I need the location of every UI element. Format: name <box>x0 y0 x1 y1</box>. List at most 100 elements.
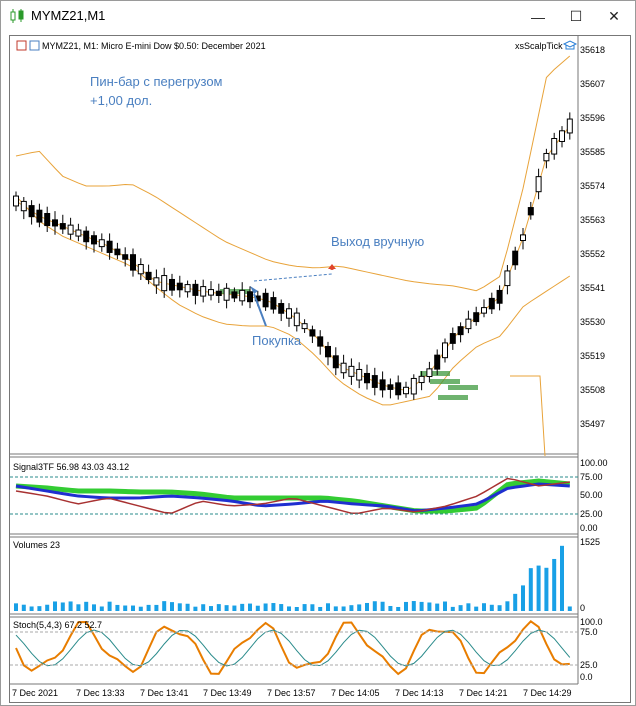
signal3tf-lines <box>15 477 571 514</box>
title-bar[interactable]: MYMZ21,M1 — ☐ ✕ <box>1 1 635 32</box>
buy-arrow-head <box>250 286 258 294</box>
volume-bar <box>185 603 190 611</box>
candle-body <box>223 287 230 301</box>
volume-bar <box>201 604 206 611</box>
time-tick: 7 Dec 2021 <box>12 688 59 698</box>
volume-axis-tick: 1525 <box>580 537 601 547</box>
signal-axis-tick: 100.00 <box>580 458 608 468</box>
chart-area[interactable]: MYMZ21, M1: Micro E-mini Dow $0.50: Dece… <box>9 35 631 703</box>
buy-arrow-icon <box>253 293 267 327</box>
candle-body <box>200 286 207 297</box>
candle-body <box>418 375 425 384</box>
volume-bar <box>263 603 268 611</box>
graduation-cap-icon <box>562 40 578 50</box>
volume-bar <box>310 604 315 611</box>
volume-bar <box>419 601 424 611</box>
stoch-axis-tick: 75.0 <box>580 627 598 637</box>
lower-band-tail <box>510 375 546 457</box>
volume-bar <box>380 601 385 611</box>
chart-props-icon <box>29 40 40 51</box>
volume-bar <box>216 604 221 611</box>
candle-body <box>551 138 558 155</box>
candle-body <box>449 333 456 344</box>
volume-bar <box>240 603 245 611</box>
candle-body <box>67 224 74 235</box>
candle-body <box>473 312 480 323</box>
volume-panel-label: Volumes 23 <box>13 540 61 550</box>
candle-body <box>379 379 386 391</box>
volume-bar <box>365 602 369 611</box>
volume-bar <box>404 601 408 611</box>
volume-bar <box>123 605 128 611</box>
volume-bar <box>170 602 174 611</box>
volume-bar <box>443 601 447 611</box>
candle-body <box>340 362 347 374</box>
signal-axis-tick: 75.00 <box>580 472 603 482</box>
volume-bar <box>560 545 564 611</box>
minimize-button[interactable]: — <box>519 1 557 32</box>
signal-panel-label: Signal3TF 56.98 43.03 43.12 <box>13 462 130 472</box>
candle-body <box>161 275 168 292</box>
maximize-button[interactable]: ☐ <box>557 1 595 32</box>
candle-body <box>106 240 113 253</box>
annotation-exit: Выход вручную <box>331 234 425 249</box>
volume-bar <box>84 601 89 611</box>
signal-zone <box>420 371 450 376</box>
candle-body <box>309 329 316 337</box>
stoch-panel-label: Stoch(5,4,3) 67.2 52.7 <box>13 620 103 630</box>
time-tick: 7 Dec 13:41 <box>140 688 189 698</box>
volume-bar <box>489 604 494 611</box>
volume-bar <box>21 604 26 611</box>
indicator-name: xsScalpTick <box>515 41 563 51</box>
volume-bar <box>505 601 510 611</box>
candle-body <box>465 318 472 330</box>
candle-body <box>169 278 175 291</box>
volume-bar <box>294 606 299 611</box>
candle-body <box>122 254 129 260</box>
stoch-axis-tick: 100.0 <box>580 617 603 627</box>
candle-body <box>387 384 394 390</box>
candle-body <box>488 297 495 310</box>
price-tick: 35541 <box>580 283 606 293</box>
volume-bar <box>99 606 104 611</box>
stoch-axis-tick: 0.0 <box>580 672 593 682</box>
candle-body <box>457 326 464 336</box>
volume-bar <box>287 606 291 611</box>
volume-bar <box>466 603 471 611</box>
candle-body <box>270 297 277 310</box>
volume-bar <box>458 605 463 611</box>
candle-body <box>231 291 238 299</box>
volume-bar <box>224 605 229 611</box>
volume-bar <box>53 601 57 611</box>
candle-body <box>239 289 246 302</box>
volume-bar <box>146 604 151 611</box>
candle-body <box>356 368 363 381</box>
volume-bar <box>326 603 330 611</box>
annotation-buy: Покупка <box>252 333 302 348</box>
price-tick: 35563 <box>580 215 606 225</box>
candle-body <box>20 200 27 212</box>
volume-bar <box>528 568 533 611</box>
price-tick: 35618 <box>580 45 606 55</box>
candle-body <box>332 355 339 369</box>
price-tick: 35508 <box>580 385 606 395</box>
volume-bar <box>138 606 143 611</box>
volume-bar <box>482 603 486 611</box>
volume-bar <box>521 585 525 611</box>
volume-bar <box>92 604 96 611</box>
volume-bar <box>131 605 135 611</box>
minimize-icon: — <box>531 8 545 25</box>
stoch-signal-line <box>15 629 571 667</box>
close-button[interactable]: ✕ <box>595 1 633 32</box>
candle-body <box>247 291 253 303</box>
candle-body <box>98 239 105 248</box>
chart-canvas[interactable] <box>10 36 630 702</box>
volume-bar <box>107 601 112 611</box>
candlesticks <box>13 112 573 400</box>
candle-body <box>59 223 66 230</box>
signal-axis-tick: 0.00 <box>580 523 598 533</box>
candle-body <box>434 354 441 370</box>
lower-band <box>15 195 571 406</box>
upper-band <box>15 55 571 292</box>
volume-bar <box>544 567 549 611</box>
